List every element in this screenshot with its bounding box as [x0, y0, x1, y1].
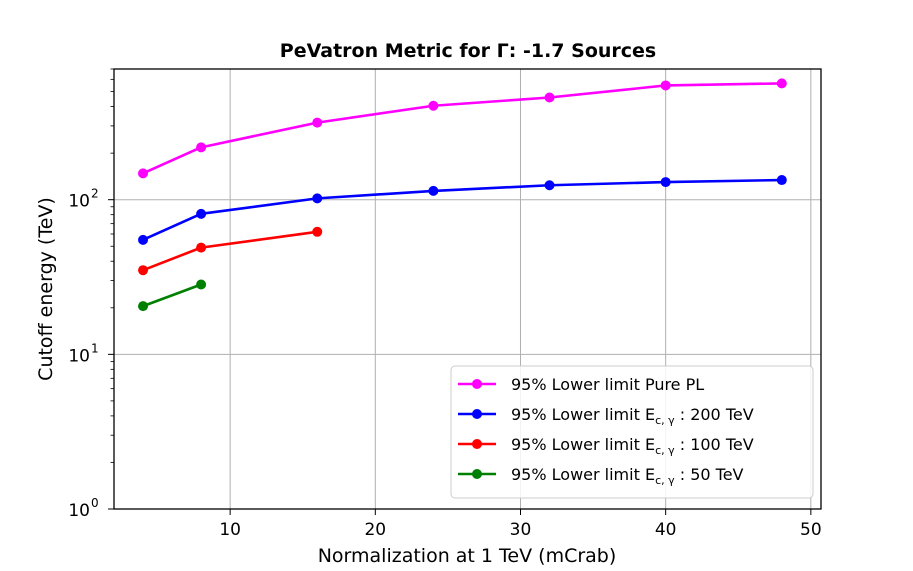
y-tick-exponent: 1 — [91, 341, 99, 355]
series-line — [142, 283, 202, 308]
legend-label: 95% Lower limit Ec, γ : 200 TeV — [511, 405, 754, 427]
legend-label-subscript: c, γ — [655, 444, 675, 457]
legend-entry-0: 95% Lower limit Pure PL — [458, 375, 704, 394]
data-point — [138, 168, 149, 179]
x-tick-label: 10 — [219, 520, 241, 540]
data-point — [196, 279, 207, 290]
y-tick-exponent: 2 — [91, 187, 99, 201]
data-point — [196, 142, 207, 153]
legend-entry-3: 95% Lower limit Ec, γ : 50 TeV — [458, 465, 744, 487]
data-point — [196, 208, 207, 219]
x-tick-label: 50 — [800, 520, 822, 540]
legend-label-tail: : 200 TeV — [675, 405, 754, 424]
plot-frame — [113, 68, 822, 510]
data-point — [776, 175, 787, 186]
x-tick-label: 30 — [510, 520, 532, 540]
legend-marker — [472, 469, 482, 479]
legend-label: 95% Lower limit Pure PL — [511, 375, 704, 394]
y-tick-label: 10 — [68, 346, 90, 366]
legend-label-main: 95% Lower limit Pure PL — [511, 375, 704, 394]
data-point — [138, 265, 149, 276]
legend-label-subscript: c, γ — [655, 474, 675, 487]
data-point — [196, 242, 207, 253]
data-point — [138, 301, 149, 312]
x-axis-label: Normalization at 1 TeV (mCrab) — [318, 545, 617, 567]
legend-label-main: 95% Lower limit E — [511, 465, 655, 484]
series-2 — [138, 226, 323, 276]
y-tick-base: 10 — [68, 192, 90, 212]
y-tick-base: 10 — [68, 346, 90, 366]
legend-label-main: 95% Lower limit E — [511, 435, 655, 454]
data-point — [776, 78, 787, 89]
legend-label-tail: : 100 TeV — [675, 435, 754, 454]
data-point — [312, 193, 323, 204]
data-point — [428, 100, 439, 111]
x-tick-label: 40 — [655, 520, 677, 540]
data-point — [428, 185, 439, 196]
data-point — [544, 180, 555, 191]
legend-frame — [450, 365, 814, 499]
y-tick-label: 10 — [68, 192, 90, 212]
series-line — [142, 178, 782, 242]
series-0 — [138, 78, 787, 179]
data-point — [544, 92, 555, 103]
legend-marker — [472, 439, 482, 449]
legend-label-main: 95% Lower limit E — [511, 405, 655, 424]
legend-entry-1: 95% Lower limit Ec, γ : 200 TeV — [458, 405, 754, 427]
legend-label: 95% Lower limit Ec, γ : 100 TeV — [511, 435, 754, 457]
legend-label-subscript: c, γ — [655, 414, 675, 427]
x-tick-label: 20 — [364, 520, 386, 540]
series-line — [142, 82, 782, 175]
data-point — [312, 226, 323, 237]
data-point — [660, 177, 671, 188]
y-tick-base: 10 — [68, 501, 90, 521]
y-tick-label: 10 — [68, 501, 90, 521]
series-layer — [138, 78, 787, 312]
legend-label: 95% Lower limit Ec, γ : 50 TeV — [511, 465, 744, 487]
legend-label-tail: : 50 TeV — [675, 465, 744, 484]
chart-title: PeVatron Metric for Γ: -1.7 Sources — [280, 40, 656, 62]
y-tick-exponent: 0 — [91, 496, 99, 510]
data-point — [660, 80, 671, 91]
legend-marker — [472, 379, 482, 389]
y-axis-label: Cutoff energy (TeV) — [35, 197, 57, 381]
legend-entry-2: 95% Lower limit Ec, γ : 100 TeV — [458, 435, 754, 457]
series-1 — [138, 175, 787, 245]
data-point — [138, 234, 149, 245]
series-3 — [138, 279, 207, 312]
legend: 95% Lower limit Pure PL 95% Lower limit E… — [450, 365, 814, 499]
data-point — [312, 117, 323, 128]
legend-marker — [472, 409, 482, 419]
